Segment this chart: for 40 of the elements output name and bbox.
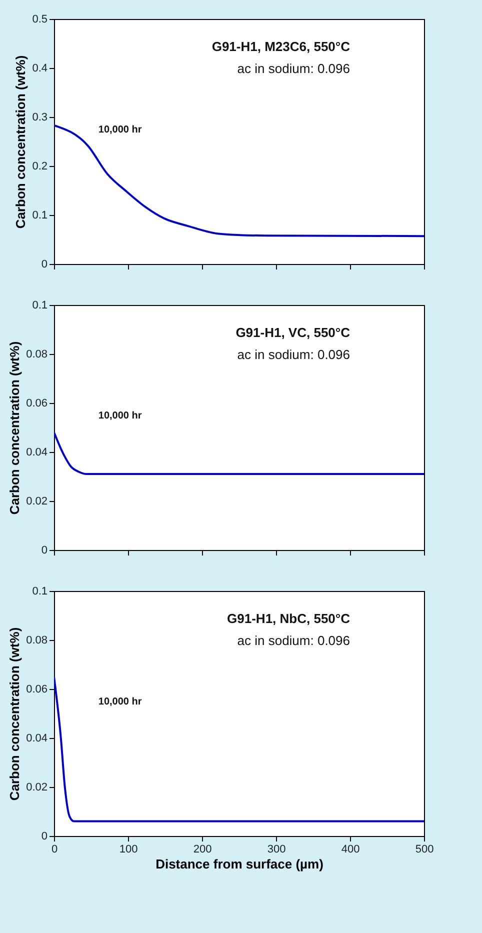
- y-tick-label: 0.4: [32, 62, 48, 74]
- y-axis-title: Carbon concentration (wt%): [7, 627, 22, 801]
- x-axis-title: Distance from surface (µm): [156, 856, 324, 872]
- y-tick-label: 0.06: [26, 398, 48, 410]
- annotation: G91-H1, NbC, 550°C: [227, 611, 351, 626]
- annotation: ac in sodium: 0.096: [237, 61, 350, 76]
- y-tick-label: 0.02: [26, 496, 48, 508]
- line-series: [54, 431, 424, 476]
- annotation: ac in sodium: 0.096: [237, 633, 350, 648]
- y-tick-label: 0.5: [32, 14, 48, 26]
- y-tick-label: 0: [41, 258, 48, 270]
- y-tick-label: 0.04: [26, 732, 48, 744]
- annotation: G91-H1, M23C6, 550°C: [212, 39, 351, 54]
- x-tick-label: 200: [193, 844, 212, 856]
- line-series: [54, 124, 424, 238]
- x-tick-label: 0: [51, 844, 58, 856]
- annotation: 10,000 hr: [98, 410, 142, 422]
- x-tick-label: 500: [415, 844, 434, 856]
- y-axis-title: Carbon concentration (wt%): [7, 341, 22, 515]
- y-tick-label: 0.1: [32, 586, 48, 598]
- y-tick-label: 0.06: [26, 684, 48, 696]
- y-tick-label: 0.1: [32, 300, 48, 312]
- annotation: G91-H1, VC, 550°C: [236, 325, 351, 340]
- x-tick-label: 300: [267, 844, 286, 856]
- x-tick-label: 100: [119, 844, 138, 856]
- y-tick-label: 0.08: [26, 348, 48, 360]
- y-tick-label: 0.3: [32, 112, 48, 124]
- y-tick-label: 0.1: [32, 210, 48, 222]
- y-axis-title: Carbon concentration (wt%): [13, 55, 28, 229]
- y-tick-label: 0.2: [32, 160, 48, 172]
- annotation: 10,000 hr: [98, 124, 142, 136]
- y-tick-label: 0.04: [26, 446, 48, 458]
- y-tick-label: 0: [41, 544, 48, 556]
- y-tick-label: 0.02: [26, 782, 48, 794]
- annotation: 10,000 hr: [98, 696, 142, 708]
- y-tick-label: 0: [41, 830, 48, 842]
- line-series: [54, 676, 424, 822]
- annotation: ac in sodium: 0.096: [237, 347, 350, 362]
- y-tick-label: 0.08: [26, 634, 48, 646]
- x-tick-label: 400: [341, 844, 360, 856]
